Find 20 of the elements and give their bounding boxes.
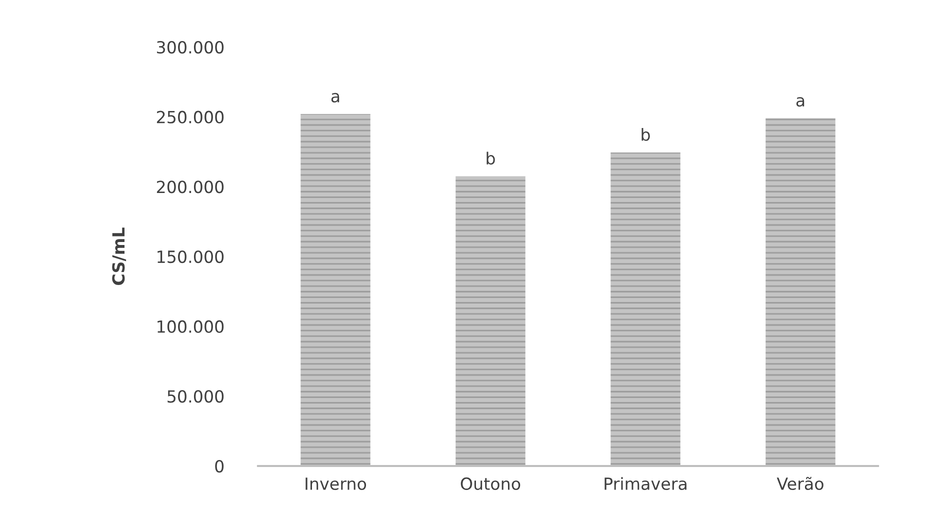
y-tick-label: 150.000: [158, 250, 224, 264]
bar: [456, 176, 526, 466]
bar: [766, 118, 836, 466]
data-label: a: [331, 92, 340, 102]
y-tick-label: 100.000: [158, 320, 224, 333]
y-tick-label: 250.000: [156, 110, 224, 124]
x-tick-label: Outono: [460, 477, 520, 490]
data-label: a: [796, 97, 804, 107]
y-tick-label: 200.000: [156, 180, 224, 194]
x-tick-label: Verão: [776, 476, 824, 490]
y-tick-label: 50.000: [168, 390, 224, 403]
bar: [300, 114, 370, 466]
y-tick-label: 0: [215, 460, 224, 473]
x-tick-label: Primavera: [604, 477, 686, 490]
y-axis-title: CS/mL: [112, 228, 126, 285]
data-label: b: [642, 128, 650, 141]
x-tick-label: Inverno: [306, 478, 366, 490]
bar: [610, 152, 680, 466]
data-label: b: [486, 152, 495, 165]
y-tick-label: 300.000: [157, 40, 224, 54]
